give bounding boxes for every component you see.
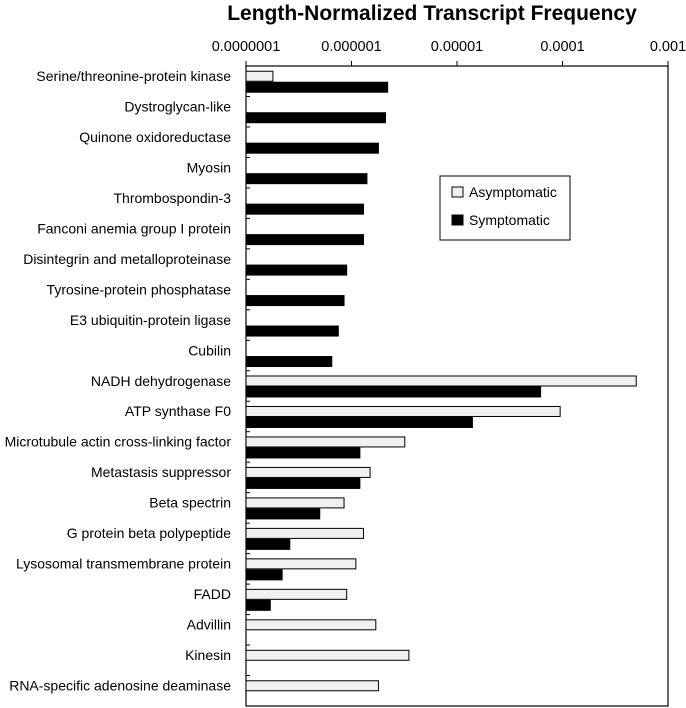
asymptomatic-bar xyxy=(245,619,377,631)
category-label: FADD xyxy=(194,586,231,602)
category-label: Myosin xyxy=(187,159,231,175)
category-label: Disintegrin and metalloproteinase xyxy=(23,251,231,267)
symptomatic-bar xyxy=(245,416,473,428)
symptomatic-bar xyxy=(245,325,339,337)
category-label: Metastasis suppressor xyxy=(91,464,231,480)
category-label: Dystroglycan-like xyxy=(124,98,231,114)
symptomatic-bar xyxy=(245,142,379,154)
symptomatic-bar xyxy=(245,599,271,611)
symptomatic-bar xyxy=(245,112,386,124)
chart-title: Length-Normalized Transcript Frequency xyxy=(227,2,637,25)
legend-swatch xyxy=(451,214,464,226)
asymptomatic-bar xyxy=(245,680,379,692)
category-label: E3 ubiquitin-protein ligase xyxy=(70,312,231,328)
asymptomatic-bar xyxy=(245,70,274,82)
symptomatic-bar xyxy=(245,173,368,185)
category-label: NADH dehydrogenase xyxy=(91,373,231,389)
category-label: G protein beta polypeptide xyxy=(67,525,231,541)
plot-area: Serine/threonine-protein kinase Dystrogly… xyxy=(5,65,669,707)
x-tick-label: 0.0001 xyxy=(540,39,584,55)
asymptomatic-bar xyxy=(245,558,357,570)
asymptomatic-bar xyxy=(245,375,637,387)
category-label: Quinone oxidoreductase xyxy=(79,129,231,145)
symptomatic-bar xyxy=(245,264,348,276)
symptomatic-bar xyxy=(245,295,345,307)
symptomatic-bar xyxy=(245,356,333,368)
category-label: Microtubule actin cross-linking factor xyxy=(5,434,232,450)
symptomatic-bar xyxy=(245,447,361,459)
asymptomatic-bar xyxy=(245,649,410,661)
symptomatic-bar xyxy=(245,508,321,520)
asymptomatic-bar xyxy=(245,405,561,417)
category-label: Advillin xyxy=(187,617,231,633)
category-label: Kinesin xyxy=(185,647,231,663)
asymptomatic-bar xyxy=(245,466,371,478)
category-label: RNA-specific adenosine deaminase xyxy=(9,678,231,694)
x-axis: 0.0000001 0.000001 0.00001 0.0001 0.001 xyxy=(212,39,686,66)
x-tick-label: 0.00001 xyxy=(431,39,483,55)
category-label: Cubilin xyxy=(188,342,231,358)
legend-swatch xyxy=(451,186,464,198)
asymptomatic-bar xyxy=(245,436,406,448)
category-label: Thrombospondin-3 xyxy=(113,190,231,206)
x-tick-label: 0.0000001 xyxy=(212,39,281,55)
x-tick-label: 0.001 xyxy=(650,39,686,55)
legend-label: Asymptomatic xyxy=(469,184,557,200)
symptomatic-bar xyxy=(245,569,283,581)
category-label: Beta spectrin xyxy=(149,495,231,511)
category-label: Fanconi anemia group I protein xyxy=(37,220,231,236)
category-label: ATP synthase F0 xyxy=(125,403,231,419)
legend-label: Symptomatic xyxy=(469,212,550,228)
symptomatic-bar xyxy=(245,81,389,93)
asymptomatic-bar xyxy=(245,527,365,539)
legend: Asymptomatic Symptomatic xyxy=(439,175,571,241)
x-tick-label: 0.000001 xyxy=(321,39,381,55)
category-label: Lysosomal transmembrane protein xyxy=(16,556,231,572)
category-label: Serine/threonine-protein kinase xyxy=(36,68,231,84)
symptomatic-bar xyxy=(245,234,365,246)
asymptomatic-bar xyxy=(245,588,348,600)
symptomatic-bar xyxy=(245,386,542,398)
symptomatic-bar xyxy=(245,203,365,215)
asymptomatic-bar xyxy=(245,497,345,509)
category-label: Tyrosine-protein phosphatase xyxy=(47,281,232,297)
symptomatic-bar xyxy=(245,538,291,550)
symptomatic-bar xyxy=(245,477,361,489)
